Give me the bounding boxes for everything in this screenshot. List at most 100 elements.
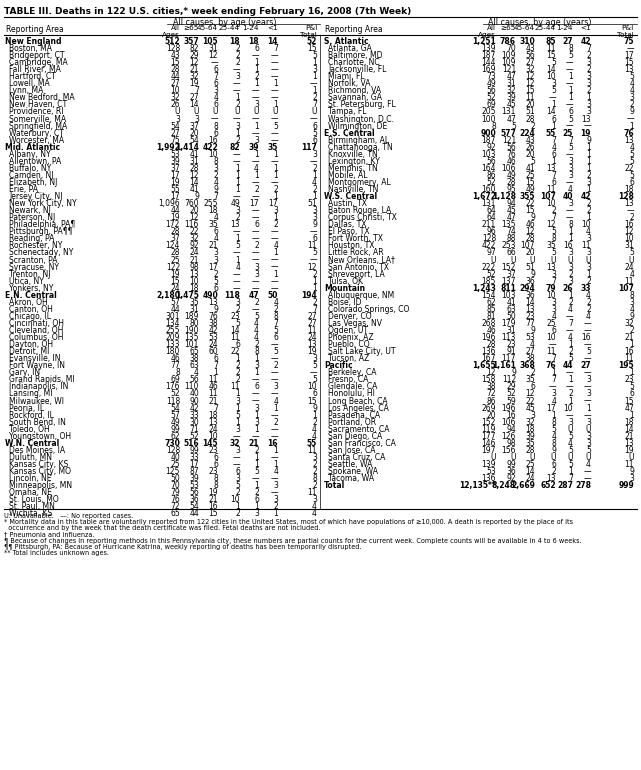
Text: —: — (565, 213, 573, 223)
Text: 47: 47 (506, 115, 516, 123)
Text: 3: 3 (312, 150, 317, 159)
Text: 51: 51 (526, 263, 535, 272)
Text: 900: 900 (480, 129, 496, 138)
Text: 52: 52 (189, 432, 199, 440)
Text: 4: 4 (312, 425, 317, 434)
Text: 8: 8 (569, 220, 573, 229)
Text: 26: 26 (526, 142, 535, 152)
Text: 113: 113 (502, 333, 516, 342)
Text: 1: 1 (629, 368, 634, 377)
Text: Seattle, WA: Seattle, WA (328, 460, 372, 469)
Text: 33: 33 (189, 453, 199, 462)
Text: Mid. Atlantic: Mid. Atlantic (5, 142, 60, 152)
Text: 6: 6 (213, 453, 218, 462)
Text: —: — (251, 157, 259, 166)
Text: Albany, NY: Albany, NY (9, 150, 51, 159)
Text: 74: 74 (506, 227, 516, 236)
Text: New Bedford, MA: New Bedford, MA (9, 93, 74, 102)
Text: 66: 66 (506, 249, 516, 257)
Text: 28: 28 (190, 164, 199, 173)
Text: —: — (548, 340, 556, 349)
Text: —: — (310, 79, 317, 89)
Text: 15: 15 (526, 86, 535, 95)
Text: Peoria, IL: Peoria, IL (9, 403, 44, 413)
Text: —: — (271, 227, 278, 236)
Text: Atlanta, GA: Atlanta, GA (328, 44, 372, 53)
Text: 29: 29 (506, 383, 516, 391)
Text: —: — (583, 354, 591, 363)
Text: —: — (271, 93, 278, 102)
Text: 7: 7 (213, 72, 218, 82)
Text: 27: 27 (308, 312, 317, 321)
Text: 3: 3 (530, 410, 535, 420)
Text: —: — (271, 256, 278, 265)
Text: 1: 1 (254, 460, 259, 469)
Text: San Jose, CA: San Jose, CA (328, 446, 376, 455)
Text: U: U (551, 453, 556, 462)
Text: —: — (565, 410, 573, 420)
Text: —: — (251, 256, 259, 265)
Text: —: — (251, 129, 259, 138)
Text: 30: 30 (189, 417, 199, 427)
Text: 135: 135 (501, 220, 516, 229)
Text: 64: 64 (487, 213, 496, 223)
Text: 3: 3 (586, 72, 591, 82)
Text: 41: 41 (506, 298, 516, 307)
Text: 1-24: 1-24 (242, 25, 259, 31)
Text: 100: 100 (481, 115, 496, 123)
Text: —: — (271, 390, 278, 399)
Text: 54: 54 (189, 136, 199, 145)
Text: 4: 4 (568, 439, 573, 448)
Text: —: — (548, 383, 556, 391)
Text: 1: 1 (254, 59, 259, 67)
Text: —: — (233, 86, 240, 95)
Text: Tulsa, OK: Tulsa, OK (328, 276, 363, 286)
Text: Wichita, KS: Wichita, KS (9, 509, 53, 518)
Text: 6: 6 (213, 79, 218, 89)
Text: 6: 6 (213, 284, 218, 293)
Text: 109: 109 (501, 59, 516, 67)
Text: 2: 2 (551, 467, 556, 476)
Text: 11: 11 (624, 460, 634, 469)
Text: Newark, NJ: Newark, NJ (9, 206, 51, 215)
Text: 2: 2 (235, 59, 240, 67)
Text: 9: 9 (213, 185, 218, 194)
Text: 55: 55 (545, 129, 556, 138)
Text: U: U (551, 256, 556, 265)
Text: 106: 106 (501, 417, 516, 427)
Text: 2: 2 (235, 488, 240, 497)
Text: 14: 14 (546, 108, 556, 116)
Text: Pittsburgh, PA¶¶: Pittsburgh, PA¶¶ (9, 227, 72, 236)
Text: 6: 6 (629, 178, 634, 187)
Text: 10: 10 (308, 383, 317, 391)
Text: 19: 19 (171, 178, 180, 187)
Text: 2,669: 2,669 (511, 481, 535, 490)
Text: 6: 6 (530, 383, 535, 391)
Text: Erie, PA: Erie, PA (9, 185, 38, 194)
Text: 3: 3 (312, 495, 317, 504)
Text: Cambridge, MA: Cambridge, MA (9, 59, 68, 67)
Text: 3: 3 (586, 376, 591, 384)
Text: 28: 28 (526, 446, 535, 455)
Text: 196: 196 (501, 403, 516, 413)
Text: 18: 18 (248, 37, 259, 46)
Text: 107: 107 (520, 242, 535, 250)
Text: 1,251: 1,251 (472, 37, 496, 46)
Text: 76: 76 (545, 361, 556, 370)
Text: —: — (233, 150, 240, 159)
Text: 6: 6 (235, 467, 240, 476)
Text: Grand Rapids, MI: Grand Rapids, MI (9, 376, 74, 384)
Text: 9: 9 (194, 192, 199, 201)
Text: 1: 1 (273, 213, 278, 223)
Text: 17: 17 (189, 460, 199, 469)
Text: 32: 32 (189, 72, 199, 82)
Text: Columbus, OH: Columbus, OH (9, 333, 63, 342)
Text: Yonkers, NY: Yonkers, NY (9, 284, 53, 293)
Text: —: — (583, 368, 591, 377)
Text: 116: 116 (185, 220, 199, 229)
Text: Norfolk, VA: Norfolk, VA (328, 79, 370, 89)
Text: 27: 27 (308, 319, 317, 328)
Text: 62: 62 (171, 432, 180, 440)
Text: 134: 134 (165, 319, 180, 328)
Text: 24: 24 (526, 474, 535, 483)
